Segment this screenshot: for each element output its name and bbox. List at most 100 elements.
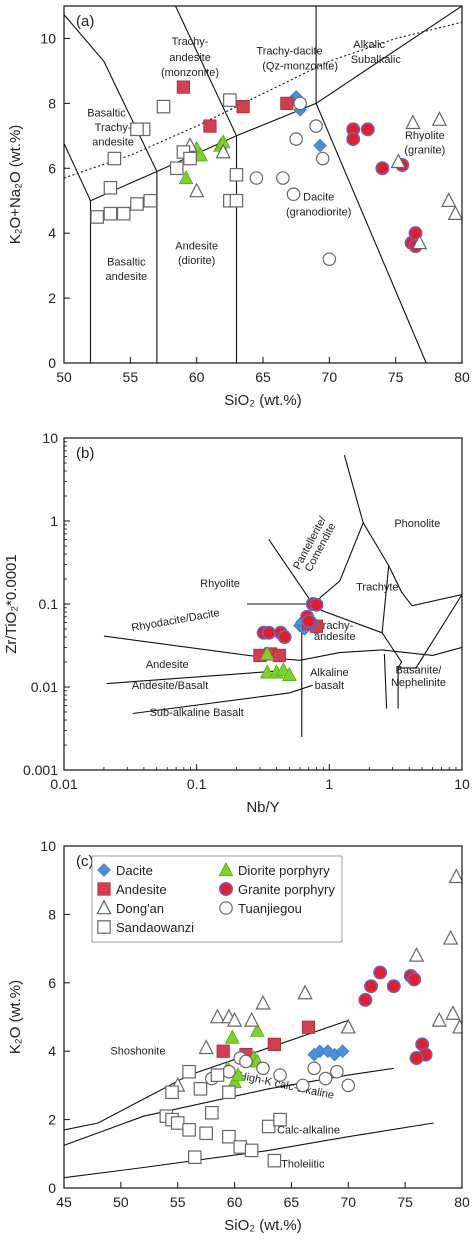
field-label: Trachy- (95, 122, 132, 134)
data-point (297, 984, 313, 1000)
data-point (209, 1008, 226, 1024)
data-point (431, 1011, 447, 1027)
field-label: Sub-alkaline Basalt (150, 707, 244, 719)
field-boundary-line (106, 669, 290, 685)
data-point (330, 1064, 344, 1079)
x-tick-label: 55 (170, 1194, 186, 1210)
data-point (224, 1029, 240, 1044)
series-diorite (259, 645, 297, 681)
data-point (205, 1105, 219, 1120)
field-label: andesite (314, 631, 356, 643)
y-tick-label: 0.1 (39, 596, 59, 612)
data-point (315, 151, 330, 166)
data-point (193, 1082, 208, 1096)
x-tick-label: 70 (340, 1194, 356, 1210)
field-label: Rhyolite (405, 130, 445, 142)
data-point (322, 252, 337, 266)
series-dongan (182, 111, 462, 250)
data-point (188, 182, 205, 198)
data-point (375, 161, 390, 176)
data-point (448, 868, 462, 884)
data-point (289, 132, 303, 146)
data-point (198, 1039, 214, 1055)
legend-swatch (97, 882, 111, 896)
x-tick-label: 60 (189, 369, 205, 385)
legend-entry: Dong'an (116, 901, 164, 916)
field-boundary-line (64, 1122, 434, 1179)
data-point (405, 114, 421, 130)
panel-label: (c) (76, 853, 94, 870)
panel-label: (b) (76, 445, 94, 462)
y-axis-label: K₂O+Na₂O (wt.%) (7, 125, 24, 245)
y-axis-label: K₂O (wt.%) (7, 980, 24, 1054)
data-point (259, 645, 275, 661)
data-point (386, 979, 401, 994)
x-axis-label: Nb/Y (246, 799, 279, 816)
series-granite (358, 965, 433, 1066)
x-axis-label: SiO₂ (wt.%) (224, 1217, 302, 1234)
legend-entry: Granite porphyry (238, 882, 335, 897)
legend-entry: Dacite (116, 863, 153, 878)
data-point (442, 929, 459, 945)
data-point (431, 111, 448, 126)
legend-swatch (96, 899, 112, 915)
x-tick-label: 55 (123, 369, 139, 385)
data-point (229, 167, 244, 182)
panel-a-tas-diagram: Trachy-andesite (monzonite) Trachy-dacite (… (7, 5, 470, 409)
data-point (222, 1064, 236, 1079)
data-point (259, 664, 275, 679)
data-point (90, 210, 104, 224)
data-point (143, 193, 158, 208)
field-label: Tholeiitic (281, 1158, 325, 1170)
data-point (249, 1022, 265, 1037)
field-label: Alkalic (353, 39, 385, 51)
x-tick-label: 1 (325, 776, 333, 792)
data-point (301, 614, 316, 629)
data-point (178, 169, 194, 185)
x-tick-label: 65 (255, 369, 271, 385)
field-label: (monzonite) (161, 67, 219, 79)
data-point (441, 192, 457, 208)
data-point (341, 1078, 356, 1093)
data-point (409, 1051, 424, 1066)
x-tick-label: 75 (397, 1194, 413, 1210)
data-point (301, 1020, 316, 1034)
field-label: (granite) (404, 145, 445, 157)
series-andesite (176, 80, 294, 133)
field-label: (Qz-monzonite) (262, 60, 338, 72)
data-point (107, 151, 122, 166)
data-point (282, 666, 297, 681)
field-label: (granodiorite) (286, 206, 351, 218)
field-label: andesite (169, 52, 211, 64)
data-point (249, 171, 264, 185)
plot-area: Trachy-andesite (monzonite) Trachy-dacite (… (64, 6, 462, 363)
data-point (373, 965, 388, 980)
data-point (243, 1011, 260, 1027)
series-dacite (307, 1044, 350, 1062)
field-label: Rhyodacite/Dacite (131, 607, 221, 634)
field-label: Trachyte (356, 582, 398, 594)
data-point (286, 187, 301, 202)
series-diorite (220, 1022, 265, 1089)
data-point (215, 143, 231, 159)
data-point (182, 1064, 196, 1079)
data-point (255, 994, 271, 1010)
field-boundary-line (362, 522, 462, 607)
data-point (307, 1061, 321, 1076)
y-tick-label: 6 (48, 160, 56, 176)
y-tick-label: 2 (48, 1112, 56, 1128)
field-label: Basanite/ (396, 665, 443, 677)
data-point (169, 161, 184, 176)
field-boundary-line (381, 565, 390, 633)
legend-swatch (97, 863, 111, 877)
legend-swatch (219, 901, 233, 915)
data-point (182, 1123, 196, 1137)
field-label: Andesite/Basalt (132, 680, 208, 692)
x-tick-label: 50 (56, 369, 72, 385)
data-point (408, 946, 425, 962)
y-tick-label: 8 (48, 95, 56, 111)
data-point (256, 1061, 270, 1076)
